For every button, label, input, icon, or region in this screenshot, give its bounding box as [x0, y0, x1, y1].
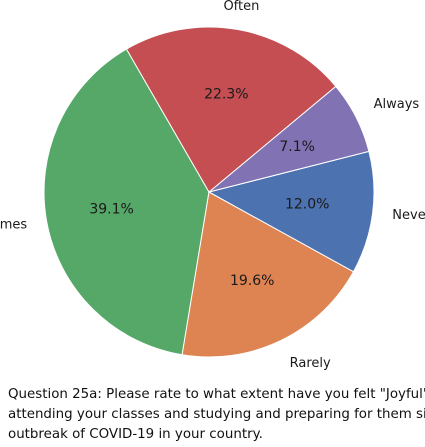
percent-label-sometimes: 39.1% [89, 202, 133, 218]
pie-slice-sometimes [43, 48, 210, 356]
caption-line-1: Question 25a: Please rate to what extent… [8, 387, 425, 402]
percent-label-often: 22.3% [204, 87, 248, 103]
pie-slices [43, 26, 375, 358]
caption-line-2: attending your classes and studying and … [8, 407, 425, 422]
category-label-rarely: Rarely [290, 356, 331, 371]
category-label-often: Often [223, 0, 259, 14]
pie-slice-often [125, 26, 337, 193]
category-label-sometimes: Sometimes [0, 218, 27, 233]
category-label-always: Always [374, 97, 420, 112]
category-label-never: Never [392, 208, 425, 223]
percent-label-always: 7.1% [279, 139, 315, 155]
chart-caption: Question 25a: Please rate to what extent… [8, 385, 425, 445]
pie-slice-rarely [181, 191, 355, 358]
percent-label-rarely: 19.6% [230, 273, 274, 289]
pie-labels: Sometimes 39.1% Rarely 19.6% Never 12.0% Alway… [0, 0, 425, 371]
caption-line-3: outbreak of COVID-19 in your country. [8, 427, 263, 442]
pie-slice-never [207, 150, 375, 273]
percent-label-never: 12.0% [285, 197, 329, 213]
